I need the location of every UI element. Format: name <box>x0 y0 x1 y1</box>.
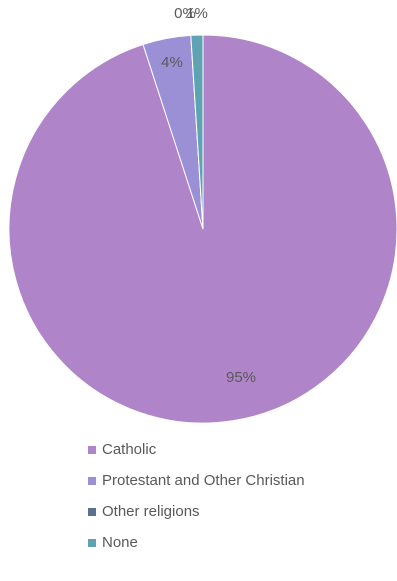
data-label-protestant-and-other-christian: 4% <box>161 54 183 71</box>
legend-label: Other religions <box>102 503 200 520</box>
legend-label: Catholic <box>102 441 157 458</box>
legend-label: None <box>102 534 138 551</box>
legend-item: Catholic <box>88 434 305 465</box>
pie-data-labels: 95% 4% 0%1% <box>161 5 256 386</box>
legend-item: None <box>88 527 305 558</box>
data-label-other-religions: 0% <box>174 5 196 22</box>
legend-item: Other religions <box>88 496 305 527</box>
legend-swatch <box>88 538 96 547</box>
chart-legend: Catholic Protestant and Other Christian Ot… <box>88 434 305 558</box>
data-label-none: 1% <box>186 5 208 22</box>
pie-chart: 95% 4% 0%1% <box>8 5 397 424</box>
legend-label: Protestant and Other Christian <box>102 472 305 489</box>
pie-slice-none <box>190 34 204 230</box>
data-label-catholic: 95% <box>226 369 256 386</box>
legend-swatch <box>88 507 96 516</box>
legend-swatch <box>88 445 96 454</box>
legend-swatch <box>88 476 96 485</box>
legend-item: Protestant and Other Christian <box>88 465 305 496</box>
pie-slices <box>8 34 397 424</box>
